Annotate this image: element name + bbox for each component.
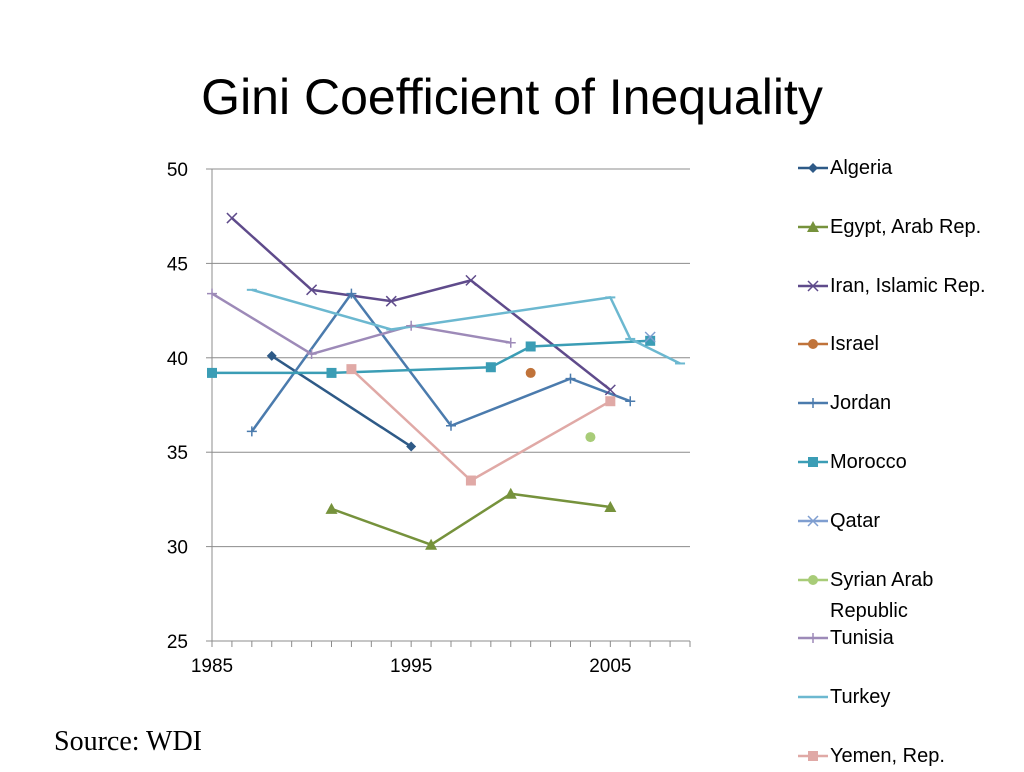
series-line-iran-islamic-rep (231, 217, 612, 391)
legend-label: Israel (830, 333, 879, 356)
legend-item-morocco: Morocco (798, 447, 907, 478)
legend-label: Morocco (830, 451, 907, 473)
data-point-tunisia (207, 288, 217, 299)
data-point-jordan (346, 288, 357, 299)
data-point-qatar (644, 331, 656, 343)
data-point-morocco (207, 367, 217, 378)
y-tick-label: 35 (167, 443, 188, 464)
legend-label: Syrian Arab Republic (830, 568, 934, 622)
series-line-tunisia (211, 292, 511, 356)
data-point-morocco (525, 341, 536, 352)
data-point-egypt-arab-rep (604, 500, 617, 512)
legend-swatch-marker (808, 339, 818, 350)
gridlines (212, 168, 690, 642)
data-point-yemen-rep (346, 364, 357, 375)
data-point-algeria (406, 441, 417, 452)
legend-swatch-jordan (798, 398, 828, 409)
data-point-jordan (246, 426, 257, 437)
series-line-algeria (271, 354, 412, 448)
legend-label: Iran, Islamic Rep. (830, 274, 986, 297)
legend-swatch-marker (808, 574, 818, 585)
legend-swatch-turkey (798, 695, 828, 699)
data-point-iran-islamic-rep (604, 384, 616, 396)
legend-label: Turkey (830, 686, 891, 709)
data-point-jordan (565, 373, 576, 384)
axes: 25 30 35 40 45 50 1985 1995 2005 (167, 160, 691, 677)
slide-title: Gini Coefficient of Inequality (201, 69, 823, 125)
legend-swatch-marker (808, 633, 818, 644)
legend-swatch-egypt-arab-rep (798, 220, 828, 232)
series-lines (211, 217, 681, 546)
legend-swatch-morocco (798, 457, 828, 467)
data-point-algeria (266, 350, 277, 361)
legend-swatch-qatar (798, 515, 828, 527)
legend-item-qatar: Qatar (798, 506, 880, 537)
legend-label: Qatar (830, 509, 881, 532)
data-point-morocco (326, 367, 337, 378)
source-note: Source: WDI (54, 726, 202, 757)
legend-item-egypt-arab-rep: Egypt, Arab Rep. (798, 212, 981, 243)
legend-swatch-marker (808, 751, 818, 761)
legend-item-syrian-arab-republic: Syrian Arab Republic (798, 565, 970, 627)
y-tick-label: 30 (167, 538, 188, 559)
data-point-jordan (625, 396, 636, 407)
legend-swatch-yemen-rep (798, 751, 828, 761)
legend-swatch-marker (808, 457, 818, 467)
data-point-tunisia (306, 349, 317, 360)
legend-item-turkey: Turkey (798, 682, 890, 713)
x-tick-label: 1985 (191, 656, 233, 677)
data-point-morocco (645, 335, 656, 346)
legend-swatch-marker (807, 280, 819, 292)
legend-item-iran-islamic-rep: Iran, Islamic Rep. (798, 271, 986, 302)
legend-swatch-israel (798, 339, 828, 350)
data-point-tunisia (505, 337, 516, 348)
series-markers (207, 212, 686, 550)
legend-swatch-syrian-arab-republic (798, 574, 828, 585)
x-tick-label: 1995 (390, 656, 432, 677)
legend-swatch-marker (808, 398, 818, 409)
legend-item-yemen-rep: Yemen, Rep. (798, 741, 945, 772)
y-tick-label: 45 (167, 254, 188, 275)
data-point-morocco (485, 362, 496, 373)
legend-item-tunisia: Tunisia (798, 623, 894, 654)
y-tick-label: 40 (167, 349, 188, 370)
legend-item-jordan: Jordan (798, 388, 891, 419)
series-line-egypt-arab-rep (331, 492, 611, 546)
x-tick-label: 2005 (589, 656, 631, 677)
legend-swatch-marker (808, 163, 818, 173)
legend-swatch-algeria (798, 163, 828, 173)
legend-label: Egypt, Arab Rep. (830, 215, 982, 238)
data-point-egypt-arab-rep (425, 538, 438, 550)
legend-swatch-tunisia (798, 633, 828, 644)
data-point-egypt-arab-rep (504, 487, 517, 499)
data-point-egypt-arab-rep (325, 502, 338, 514)
legend-swatch-marker (807, 220, 819, 232)
y-tick-label: 25 (167, 632, 188, 653)
data-point-israel (525, 367, 536, 378)
data-point-jordan (446, 420, 456, 431)
legend-item-israel: Israel (798, 329, 879, 360)
legend-swatch-iran-islamic-rep (798, 280, 828, 292)
data-point-iran-islamic-rep (306, 284, 318, 296)
series-line-yemen-rep (350, 368, 611, 482)
legend-item-algeria: Algeria (798, 153, 892, 184)
y-tick-label: 50 (167, 160, 188, 181)
legend-swatch-marker (807, 515, 819, 527)
legend-label: Yemen, Rep. (830, 745, 945, 767)
legend-label: Tunisia (830, 627, 894, 650)
legend-label: Algeria (830, 157, 893, 179)
data-point-iran-islamic-rep (226, 212, 238, 224)
data-point-iran-islamic-rep (465, 274, 477, 286)
data-point-iran-islamic-rep (385, 295, 397, 307)
data-point-yemen-rep (465, 475, 476, 486)
data-point-syrian-arab-republic (585, 432, 596, 443)
data-point-yemen-rep (605, 396, 616, 407)
legend-label: Jordan (830, 392, 892, 415)
data-point-tunisia (406, 320, 417, 331)
